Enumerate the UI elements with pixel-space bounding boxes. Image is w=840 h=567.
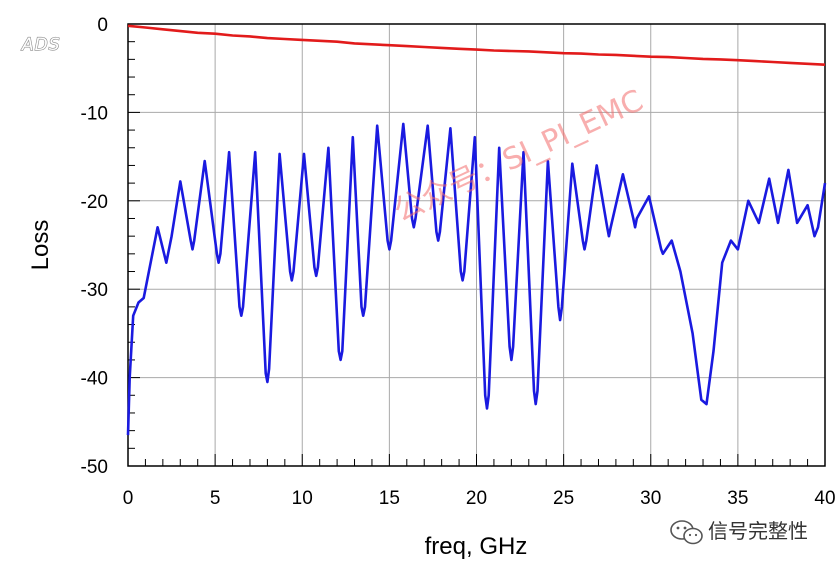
y-tick-label-2: -20 — [81, 192, 108, 213]
series-line-1 — [126, 122, 827, 436]
minor-ticks — [127, 23, 826, 467]
y-tick-labels: 0 -10 -20 -30 -40 -50 — [81, 15, 108, 478]
x-tick-label-6: 30 — [640, 488, 661, 509]
x-tick-label-1: 5 — [210, 488, 221, 509]
x-tick-label-0: 0 — [123, 488, 134, 509]
x-axis-title: freq, GHz — [425, 533, 528, 560]
brand-text: 信号完整性 — [708, 519, 808, 543]
y-tick-label-0: 0 — [97, 15, 108, 36]
x-tick-label-8: 40 — [814, 488, 835, 509]
wechat-icon — [670, 520, 703, 545]
x-tick-labels: 0 5 10 15 20 25 30 35 40 — [123, 488, 836, 509]
series-group — [126, 24, 827, 436]
ads-logo: ADS — [21, 35, 61, 55]
series-line-0 — [127, 24, 826, 66]
watermark-text: 公众号：SI_PI_EMC — [389, 83, 649, 229]
y-tick-label-4: -40 — [81, 369, 108, 390]
y-tick-label-1: -10 — [81, 103, 108, 124]
x-tick-label-3: 15 — [379, 488, 400, 509]
x-tick-label-7: 35 — [727, 488, 748, 509]
y-tick-label-3: -30 — [81, 280, 108, 301]
y-axis-title: Loss — [27, 220, 54, 271]
x-tick-label-4: 20 — [466, 488, 487, 509]
y-tick-label-5: -50 — [81, 457, 108, 478]
x-tick-label-5: 25 — [553, 488, 574, 509]
x-tick-label-2: 10 — [292, 488, 313, 509]
grid-lines — [128, 24, 825, 466]
